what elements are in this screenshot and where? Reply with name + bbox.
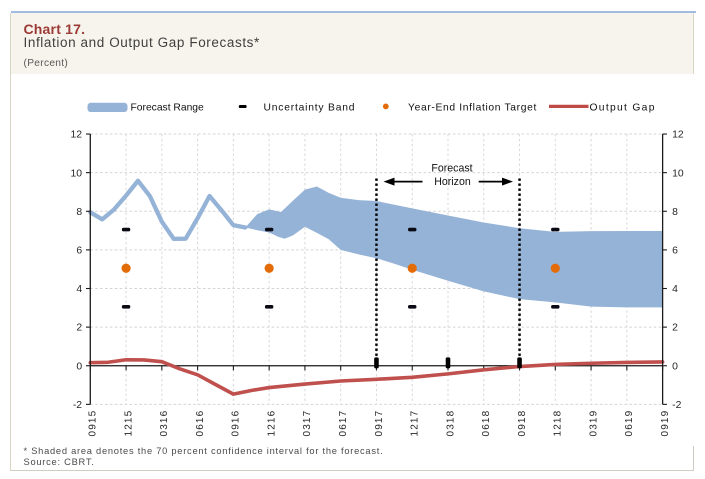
svg-text:Horizon: Horizon xyxy=(434,176,471,188)
svg-text:0316: 0316 xyxy=(159,410,170,437)
svg-text:Forecast Range: Forecast Range xyxy=(131,103,205,114)
svg-text:2: 2 xyxy=(672,323,678,334)
svg-text:1218: 1218 xyxy=(553,410,564,437)
svg-text:2: 2 xyxy=(76,323,82,334)
svg-text:10: 10 xyxy=(672,168,684,179)
svg-text:0915: 0915 xyxy=(88,410,99,437)
svg-text:4: 4 xyxy=(672,284,678,295)
svg-text:-2: -2 xyxy=(73,400,82,411)
svg-text:0916: 0916 xyxy=(231,410,242,437)
svg-text:6: 6 xyxy=(672,245,678,256)
svg-text:Forecast: Forecast xyxy=(431,163,472,175)
svg-text:12: 12 xyxy=(672,130,684,141)
svg-text:10: 10 xyxy=(71,168,83,179)
svg-text:-2: -2 xyxy=(672,400,681,411)
svg-text:Output Gap: Output Gap xyxy=(590,103,656,114)
svg-text:8: 8 xyxy=(672,207,678,218)
svg-text:6: 6 xyxy=(76,245,82,256)
svg-text:0919: 0919 xyxy=(660,410,671,437)
svg-text:1216: 1216 xyxy=(266,410,277,437)
svg-text:1217: 1217 xyxy=(410,410,421,437)
svg-text:8: 8 xyxy=(76,207,82,218)
svg-text:0619: 0619 xyxy=(624,410,635,437)
svg-text:0: 0 xyxy=(76,361,82,372)
svg-text:Year-End Inflation Target: Year-End Inflation Target xyxy=(408,103,537,114)
svg-text:0319: 0319 xyxy=(588,410,599,437)
svg-text:4: 4 xyxy=(76,284,82,295)
svg-text:12: 12 xyxy=(71,130,83,141)
svg-text:0917: 0917 xyxy=(374,410,385,437)
svg-text:0618: 0618 xyxy=(481,410,492,437)
svg-text:Uncertainty Band: Uncertainty Band xyxy=(264,103,356,114)
svg-text:0: 0 xyxy=(672,361,678,372)
svg-text:0617: 0617 xyxy=(338,410,349,437)
svg-text:0318: 0318 xyxy=(445,410,456,437)
svg-text:0616: 0616 xyxy=(195,410,206,437)
svg-text:1215: 1215 xyxy=(123,410,134,437)
svg-text:0918: 0918 xyxy=(517,410,528,437)
svg-text:0317: 0317 xyxy=(302,410,313,437)
